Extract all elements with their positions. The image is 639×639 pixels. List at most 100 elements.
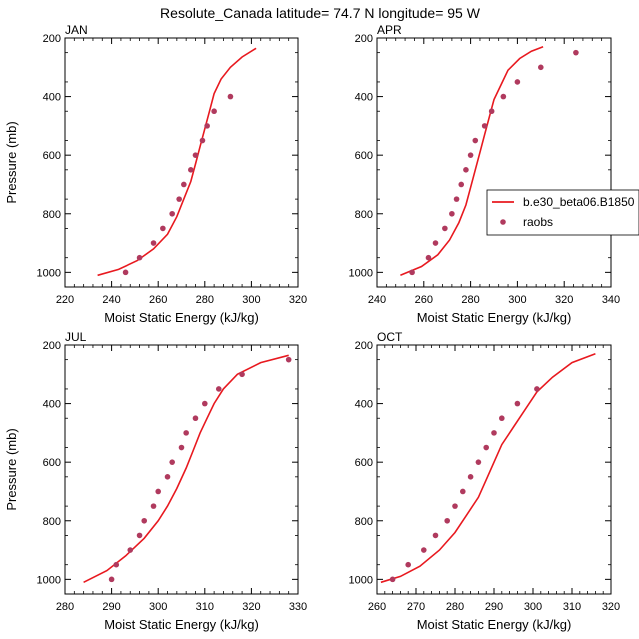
obs-point [460,488,466,495]
y-tick-label: 600 [355,457,373,469]
x-tick-label: 340 [602,294,620,306]
y-axis-label: Pressure (mb) [4,121,19,203]
x-tick-label: 290 [485,601,503,613]
y-tick-label: 600 [43,150,61,162]
legend: b.e30_beta06.B1850 raobs [486,189,639,236]
y-tick-label: 600 [43,457,61,469]
y-tick-label: 800 [43,209,61,221]
model-line [400,46,544,277]
plot-frame [376,37,612,288]
x-axis-label: Moist Static Energy (kJ/kg) [104,617,259,632]
obs-point [192,152,199,158]
obs-point [160,225,166,232]
obs-point [425,254,432,261]
panel-label: APR [377,23,402,37]
obs-point [458,181,465,188]
y-tick-label: 200 [43,33,61,45]
obs-point [164,474,171,480]
y-tick-label: 200 [355,33,373,45]
obs-point [573,49,579,56]
obs-point [188,167,194,173]
y-tick-label: 800 [43,516,61,528]
obs-point [192,415,199,422]
panel-jul: JUL 280 290 300 310 320 330 200 400 600 800 1000 Moi… [4,330,307,632]
x-tick-label: 220 [56,294,74,306]
panel-label: JUL [65,330,87,344]
panel-jan: JAN 220 240 260 280 300 320 200 400 600 800 1000 Moi… [4,23,307,325]
obs-point [500,93,507,100]
obs-point [432,532,439,539]
x-tick-label: 240 [102,294,120,306]
y-tick-label: 1000 [37,574,61,586]
obs-point [442,225,448,232]
obs-point [453,196,460,202]
obs-point [409,269,415,276]
obs-point [481,123,488,129]
obs-point [169,210,175,217]
obs-point [183,430,189,436]
x-tick-label: 320 [602,601,620,613]
obs-point [199,137,206,144]
x-tick-label: 300 [508,294,526,306]
legend-obs-label: raobs [523,215,553,229]
y-tick-label: 200 [355,340,373,352]
obs-point [136,254,143,261]
obs-point [514,79,521,85]
obs-point [215,386,222,392]
legend-box [486,189,639,236]
y-tick-label: 400 [43,92,61,104]
obs-point [178,444,185,451]
obs-point [122,269,129,276]
x-tick-label: 280 [56,601,74,613]
obs-point [538,64,544,71]
obs-point [405,561,412,568]
y-tick-label: 400 [355,92,373,104]
obs-point [421,547,427,553]
obs-point [227,93,234,100]
x-tick-label: 320 [242,601,260,613]
obs-point [449,210,455,217]
x-tick-label: 320 [289,294,307,306]
obs-point [467,474,474,480]
obs-point [108,576,115,583]
x-tick-label: 300 [149,601,167,613]
obs-point [181,181,187,188]
y-tick-label: 800 [355,516,373,528]
plot-frame [376,344,612,595]
panel-label: OCT [377,330,403,344]
obs-point [483,444,490,451]
x-tick-label: 320 [555,294,573,306]
x-tick-label: 270 [407,601,425,613]
x-tick-label: 300 [242,294,260,306]
x-axis-label: Moist Static Energy (kJ/kg) [104,310,259,325]
panel-oct: OCT 260 270 280 290 300 310 320 200 400 600 800 1000… [349,330,621,632]
y-tick-label: 1000 [349,267,373,279]
obs-point [150,503,157,509]
obs-point [136,532,143,539]
legend-model-label: b.e30_beta06.B1850 [523,195,635,209]
obs-point [204,123,210,129]
figure-title: Resolute_Canada latitude= 74.7 N longitu… [160,5,481,21]
obs-point [472,137,479,144]
obs-point [475,459,482,465]
y-tick-label: 1000 [349,574,373,586]
x-tick-label: 310 [563,601,581,613]
x-tick-label: 330 [289,601,307,613]
obs-point [389,576,396,583]
obs-point [452,503,458,509]
obs-point [285,356,292,363]
y-axis-label: Pressure (mb) [4,428,19,510]
obs-point [499,415,505,422]
model-line [380,353,596,584]
x-tick-label: 290 [102,601,120,613]
y-tick-label: 200 [43,340,61,352]
plot-frame [64,37,299,288]
model-line [97,47,257,277]
obs-point [169,459,175,465]
y-tick-label: 400 [43,399,61,411]
y-tick-label: 800 [355,209,373,221]
x-tick-label: 280 [446,601,464,613]
plot-frame [64,344,299,595]
y-tick-label: 1000 [37,267,61,279]
